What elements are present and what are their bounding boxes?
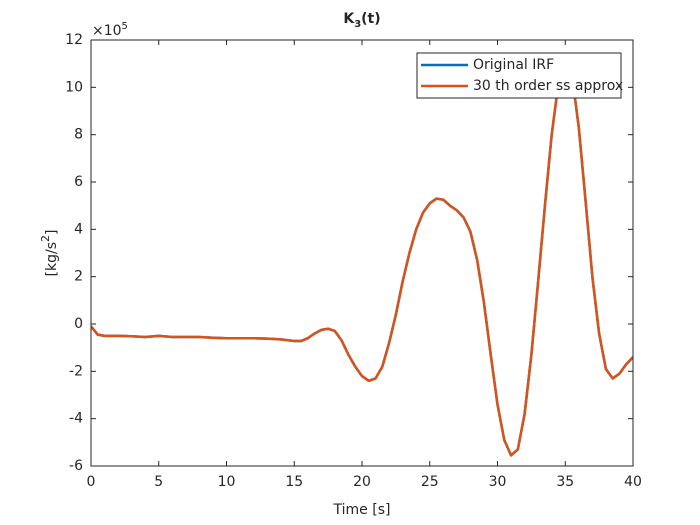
title-subscript: 3 xyxy=(354,19,361,30)
x-tick-label: 40 xyxy=(624,474,642,490)
x-tick-label: 15 xyxy=(285,474,303,490)
y-tick-label: 10 xyxy=(65,79,83,95)
y-tick-label: -2 xyxy=(69,363,83,379)
y-tick-label: 2 xyxy=(74,269,83,285)
x-tick-label: 0 xyxy=(87,474,96,490)
x-tick-label: 35 xyxy=(556,474,574,490)
chart-title: K3(t) xyxy=(343,11,380,30)
x-tick-label: 5 xyxy=(154,474,163,490)
multiplier-exponent: 5 xyxy=(122,21,128,32)
y-tick-label: -4 xyxy=(69,411,83,427)
y-axis-label: [kg/s2] xyxy=(39,230,60,277)
legend-label: Original IRF xyxy=(473,57,554,73)
x-axis-label: Time [s] xyxy=(333,502,391,518)
x-tick-label: 20 xyxy=(353,474,371,490)
y-multiplier: ×105 xyxy=(92,21,128,39)
y-tick-label: 0 xyxy=(74,316,83,332)
legend-box xyxy=(416,52,622,99)
ylabel-rest: ] xyxy=(44,230,60,235)
legend-label: 30 th order ss approx xyxy=(473,78,623,94)
title-rest: (t) xyxy=(361,11,381,27)
ylabel-main: [kg/s xyxy=(44,242,60,276)
y-tick-label: 4 xyxy=(74,221,83,237)
x-tick-label: 30 xyxy=(489,474,507,490)
ylabel-superscript: 2 xyxy=(39,235,52,242)
plot-layer: 0 5 10 15 20 25 30 35 40 -6 -4 -2 0 2 4 6 8 10 12 Original … xyxy=(65,32,642,490)
plot-area xyxy=(91,40,633,466)
y-tick-label: 12 xyxy=(65,32,83,48)
title-main: K xyxy=(343,11,355,27)
x-tick-label: 25 xyxy=(421,474,439,490)
y-tick-label: -6 xyxy=(69,458,83,474)
axes-box xyxy=(90,39,634,467)
x-tick-label: 10 xyxy=(218,474,236,490)
y-tick-label: 6 xyxy=(74,174,83,190)
y-tick-label: 8 xyxy=(74,127,83,143)
multiplier-base: ×10 xyxy=(92,23,122,39)
